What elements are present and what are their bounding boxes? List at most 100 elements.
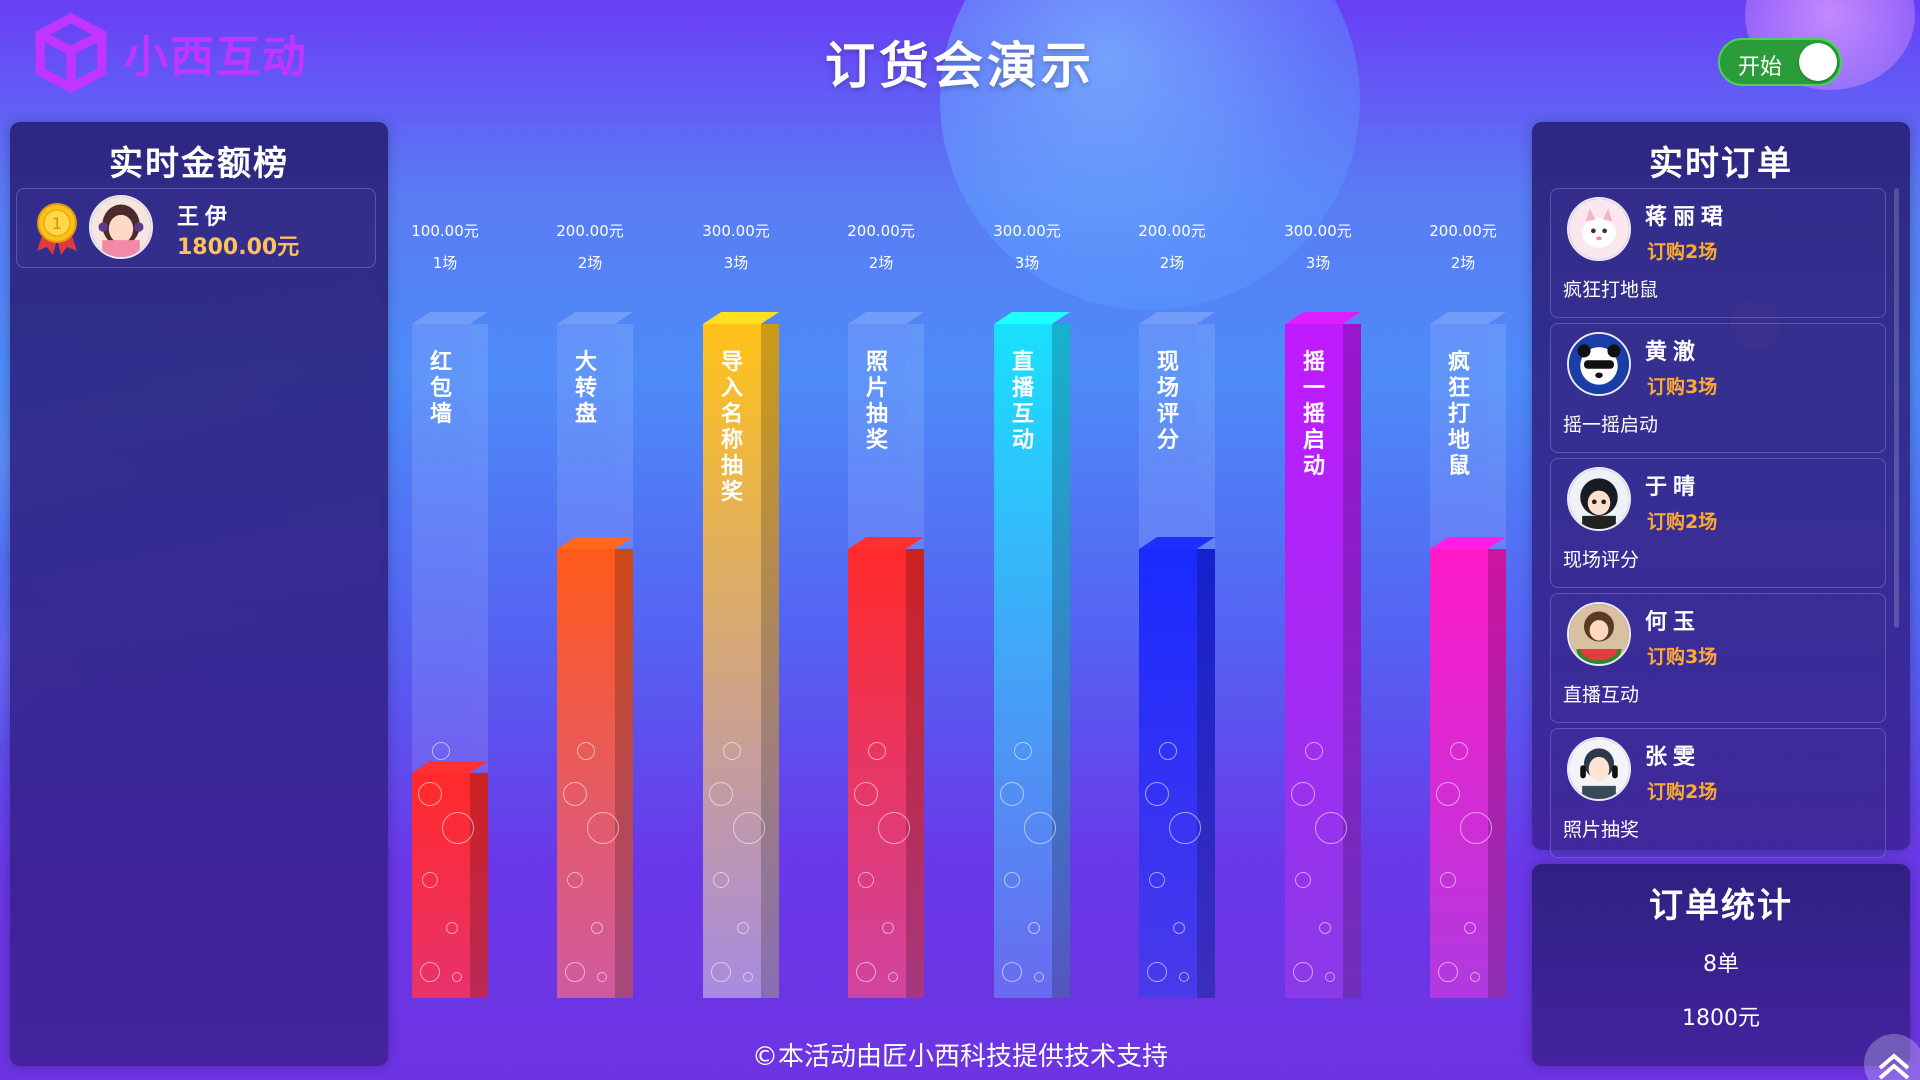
avatar (1567, 197, 1631, 261)
bubble-decoration (1305, 742, 1323, 760)
bubble-decoration (733, 812, 765, 844)
order-item[interactable]: 何玉 订购3场 直播互动 (1550, 593, 1886, 723)
order-quantity: 订购3场 (1647, 376, 1718, 398)
bar[interactable]: 直播互动 (994, 312, 1070, 998)
bar-category-name: 大转盘 (574, 350, 597, 427)
gold-medal-icon: 1 (37, 203, 77, 255)
bar-fill-side (1343, 324, 1361, 998)
bar[interactable]: 导入名称抽奖 (703, 312, 779, 998)
avatar (1567, 737, 1631, 801)
bubble-decoration (1147, 962, 1167, 982)
order-game-name: 直播互动 (1563, 684, 1640, 706)
bubble-decoration (888, 972, 898, 982)
bar-fill-side (615, 549, 633, 998)
bar-amount-label: 200.00元 (556, 222, 624, 240)
bubble-decoration (1159, 742, 1177, 760)
bubble-decoration (1024, 812, 1056, 844)
order-item[interactable]: 黄澈 订购3场 摇一摇启动 (1550, 323, 1886, 453)
bubble-decoration (567, 872, 583, 888)
order-stats-title: 订单统计 (1649, 886, 1793, 926)
logo-text: 小西互动 (124, 32, 308, 83)
bubble-decoration (1291, 782, 1315, 806)
bubble-decoration (432, 742, 450, 760)
start-toggle-label: 开始 (1738, 55, 1783, 80)
bar-amount-label: 200.00元 (1138, 222, 1206, 240)
bubble-decoration (420, 962, 440, 982)
order-item[interactable]: 张雯 订购2场 照片抽奖 (1550, 728, 1886, 858)
bar-category-name: 现场评分 (1156, 350, 1179, 453)
bar-sessions-label: 3场 (723, 254, 749, 272)
bubble-decoration (442, 812, 474, 844)
order-item[interactable]: 于晴订购2场 现场评分 (1550, 458, 1886, 588)
footer-credit: ©本活动由匠小西科技提供技术支持 (751, 1042, 1168, 1072)
bubble-decoration (878, 812, 910, 844)
bar-sessions-label: 2场 (1450, 254, 1476, 272)
bar[interactable]: 现场评分 (1139, 312, 1215, 998)
bar[interactable]: 大转盘 (557, 312, 633, 998)
bar-fill-top (557, 537, 633, 549)
order-quantity: 订购2场 (1647, 241, 1718, 263)
bar-glass-top (1430, 312, 1506, 324)
start-toggle[interactable]: 开始 (1718, 38, 1842, 86)
bar-amount-label: 100.00元 (411, 222, 479, 240)
bar-fill-top (848, 537, 924, 549)
order-customer-name: 于晴 (1645, 475, 1702, 500)
bubble-decoration (709, 782, 733, 806)
order-total-amount: 1800元 (1682, 1006, 1760, 1031)
order-item[interactable]: 蒋丽珺 订购2场 疯狂打地鼠 (1550, 188, 1886, 318)
bubble-decoration (422, 872, 438, 888)
order-quantity: 订购2场 (1647, 511, 1718, 533)
order-game-name: 疯狂打地鼠 (1563, 279, 1659, 301)
bar-sessions-label: 2场 (1159, 254, 1185, 272)
bubble-decoration (1460, 812, 1492, 844)
bubble-decoration (1014, 742, 1032, 760)
bar-category-name: 直播互动 (1011, 350, 1034, 453)
page-title: 订货会演示 (825, 37, 1095, 95)
bubble-decoration (868, 742, 886, 760)
order-quantity: 订购3场 (1647, 646, 1718, 668)
order-game-name: 摇一摇启动 (1563, 414, 1659, 436)
order-game-name: 现场评分 (1563, 549, 1640, 571)
bar-category-name: 导入名称抽奖 (720, 350, 743, 505)
bubble-decoration (854, 782, 878, 806)
bar-sessions-label: 2场 (577, 254, 603, 272)
bar[interactable]: 疯狂打地鼠 (1430, 312, 1506, 998)
bar-amount-label: 300.00元 (702, 222, 770, 240)
bubble-decoration (1440, 872, 1456, 888)
bubble-decoration (1173, 922, 1185, 934)
bubble-decoration (1169, 812, 1201, 844)
bubble-decoration (1464, 922, 1476, 934)
svg-text:1: 1 (52, 214, 62, 233)
order-count: 8单 (1703, 952, 1739, 977)
bar-category-name: 疯狂打地鼠 (1447, 350, 1470, 479)
bubble-decoration (1319, 922, 1331, 934)
bar-sessions-label: 2场 (868, 254, 894, 272)
bar-fill-side (470, 773, 488, 998)
orders-scrollbar[interactable] (1894, 188, 1899, 628)
bubble-decoration (1470, 972, 1480, 982)
leaderboard-panel: 实时金额榜 1 王伊 1800.00元 (10, 122, 388, 1066)
bar-category-name: 照片抽奖 (865, 350, 888, 453)
bar-glass-top (412, 312, 488, 324)
bar-fill (1139, 549, 1197, 998)
bubble-decoration (1002, 962, 1022, 982)
bar-fill-top (703, 312, 779, 324)
leaderboard-amount: 1800.00元 (177, 235, 300, 260)
bar[interactable]: 摇一摇启动 (1285, 312, 1361, 998)
bubble-decoration (577, 742, 595, 760)
bubble-decoration (1028, 922, 1040, 934)
bubble-decoration (1325, 972, 1335, 982)
bar-fill-side (906, 549, 924, 998)
bubble-decoration (587, 812, 619, 844)
bar-fill (994, 324, 1052, 998)
logo-cube-icon (35, 12, 107, 94)
bubble-decoration (591, 922, 603, 934)
order-game-name: 照片抽奖 (1563, 819, 1640, 841)
bar-glass-top (1139, 312, 1215, 324)
back-to-top-button[interactable] (1864, 1034, 1920, 1080)
bubble-decoration (1004, 872, 1020, 888)
bar[interactable]: 红包墙 (412, 312, 488, 998)
leaderboard-item[interactable]: 1 王伊 1800.00元 (16, 188, 376, 268)
bubble-decoration (452, 972, 462, 982)
bar[interactable]: 照片抽奖 (848, 312, 924, 998)
